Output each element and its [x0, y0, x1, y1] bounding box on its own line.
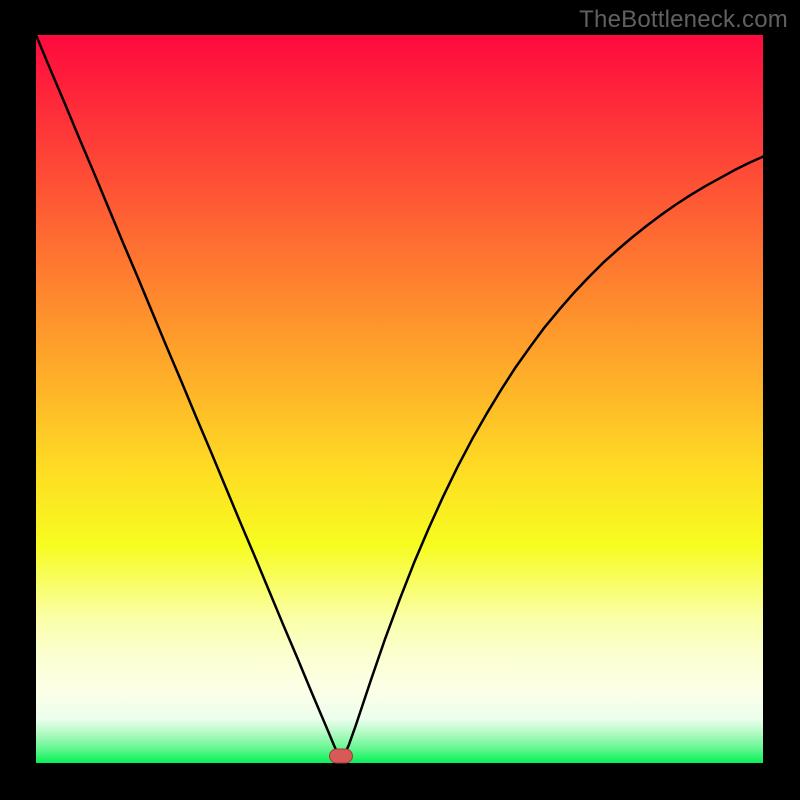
- chart-container: TheBottleneck.com: [0, 0, 800, 800]
- gradient-background: [36, 35, 763, 763]
- optimum-marker: [329, 748, 353, 763]
- chart-svg: [0, 0, 800, 800]
- watermark-text: TheBottleneck.com: [579, 6, 788, 34]
